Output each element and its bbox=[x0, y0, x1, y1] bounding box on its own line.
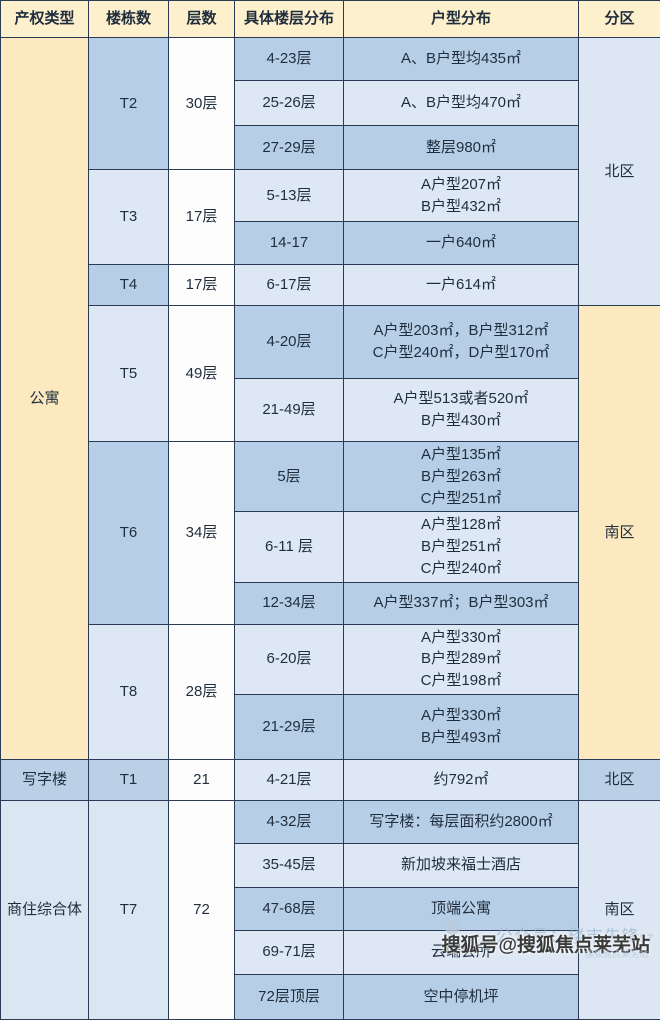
cell-unit-distribution: 一户640㎡ bbox=[344, 222, 579, 265]
cell-unit-distribution: 一户614㎡ bbox=[344, 265, 579, 306]
header-zone: 分区 bbox=[579, 1, 660, 38]
cell-unit-distribution: A户型207㎡ B户型432㎡ bbox=[344, 170, 579, 222]
cell-floors-t1: 21 bbox=[169, 759, 235, 800]
cell-property-type-office: 写字楼 bbox=[1, 759, 89, 800]
cell-floors-t3: 17层 bbox=[169, 170, 235, 265]
cell-property-type-mixed-use: 商住综合体 bbox=[1, 800, 89, 1019]
cell-floor-range: 12-34层 bbox=[235, 582, 344, 624]
cell-unit-distribution: A、B户型均470㎡ bbox=[344, 81, 579, 126]
cell-unit-distribution: A户型135㎡ B户型263㎡ C户型251㎡ bbox=[344, 442, 579, 512]
cell-floor-range: 4-20层 bbox=[235, 306, 344, 379]
header-unit-distribution: 户型分布 bbox=[344, 1, 579, 38]
cell-tower-t8: T8 bbox=[89, 624, 169, 759]
header-floor-count: 层数 bbox=[169, 1, 235, 38]
cell-property-type-apartment: 公寓 bbox=[1, 38, 89, 760]
cell-floor-range: 69-71层 bbox=[235, 930, 344, 974]
cell-floor-range: 14-17 bbox=[235, 222, 344, 265]
cell-floors-t6: 34层 bbox=[169, 442, 235, 625]
cell-floors-t7: 72 bbox=[169, 800, 235, 1019]
cell-floor-range: 6-17层 bbox=[235, 265, 344, 306]
cell-floor-range: 5-13层 bbox=[235, 170, 344, 222]
cell-unit-distribution: 整层980㎡ bbox=[344, 126, 579, 170]
table-row: 公寓 T2 30层 4-23层 A、B户型均435㎡ 北区 bbox=[1, 38, 660, 81]
cell-unit-distribution: A户型337㎡；B户型303㎡ bbox=[344, 582, 579, 624]
cell-floors-t4: 17层 bbox=[169, 265, 235, 306]
cell-tower-t2: T2 bbox=[89, 38, 169, 170]
cell-zone-south-mixed: 南区 bbox=[579, 800, 660, 1019]
cell-zone-north: 北区 bbox=[579, 38, 660, 306]
cell-tower-t7: T7 bbox=[89, 800, 169, 1019]
cell-tower-t5: T5 bbox=[89, 306, 169, 442]
header-property-type: 产权类型 bbox=[1, 1, 89, 38]
cell-floor-range: 72层顶层 bbox=[235, 974, 344, 1019]
cell-unit-distribution: A户型330㎡ B户型493㎡ bbox=[344, 694, 579, 759]
cell-unit-distribution: 新加坡来福士酒店 bbox=[344, 843, 579, 887]
cell-floor-range: 4-21层 bbox=[235, 759, 344, 800]
cell-tower-t6: T6 bbox=[89, 442, 169, 625]
cell-unit-distribution: A、B户型均435㎡ bbox=[344, 38, 579, 81]
cell-unit-distribution: A户型128㎡ B户型251㎡ C户型240㎡ bbox=[344, 512, 579, 582]
cell-tower-t4: T4 bbox=[89, 265, 169, 306]
cell-unit-distribution: A户型513或者520㎡ B户型430㎡ bbox=[344, 379, 579, 442]
table-row: 写字楼 T1 21 4-21层 约792㎡ 北区 bbox=[1, 759, 660, 800]
table-row: T6 34层 5层 A户型135㎡ B户型263㎡ C户型251㎡ bbox=[1, 442, 660, 512]
cell-unit-distribution: A户型203㎡，B户型312㎡ C户型240㎡，D户型170㎡ bbox=[344, 306, 579, 379]
table-row: T8 28层 6-20层 A户型330㎡ B户型289㎡ C户型198㎡ bbox=[1, 624, 660, 694]
table-row: 商住综合体 T7 72 4-32层 写字楼：每层面积约2800㎡ 南区 bbox=[1, 800, 660, 843]
cell-tower-t1: T1 bbox=[89, 759, 169, 800]
cell-floor-range: 6-11 层 bbox=[235, 512, 344, 582]
table-header-row: 产权类型 楼栋数 层数 具体楼层分布 户型分布 分区 bbox=[1, 1, 660, 38]
cell-tower-t3: T3 bbox=[89, 170, 169, 265]
cell-floor-range: 35-45层 bbox=[235, 843, 344, 887]
cell-floor-range: 21-29层 bbox=[235, 694, 344, 759]
table-row: T4 17层 6-17层 一户614㎡ bbox=[1, 265, 660, 306]
cell-unit-distribution: 顶端公寓 bbox=[344, 887, 579, 930]
cell-floors-t2: 30层 bbox=[169, 38, 235, 170]
cell-floors-t8: 28层 bbox=[169, 624, 235, 759]
cell-floor-range: 27-29层 bbox=[235, 126, 344, 170]
header-floor-distribution: 具体楼层分布 bbox=[235, 1, 344, 38]
table-row: T3 17层 5-13层 A户型207㎡ B户型432㎡ bbox=[1, 170, 660, 222]
cell-unit-distribution: A户型330㎡ B户型289㎡ C户型198㎡ bbox=[344, 624, 579, 694]
cell-unit-distribution: 写字楼：每层面积约2800㎡ bbox=[344, 800, 579, 843]
cell-floor-range: 21-49层 bbox=[235, 379, 344, 442]
cell-zone-north-office: 北区 bbox=[579, 759, 660, 800]
cell-unit-distribution: 空中停机坪 bbox=[344, 974, 579, 1019]
cell-floor-range: 4-23层 bbox=[235, 38, 344, 81]
cell-floor-range: 25-26层 bbox=[235, 81, 344, 126]
cell-floor-range: 6-20层 bbox=[235, 624, 344, 694]
cell-floor-range: 5层 bbox=[235, 442, 344, 512]
cell-floor-range: 47-68层 bbox=[235, 887, 344, 930]
header-building-count: 楼栋数 bbox=[89, 1, 169, 38]
cell-floors-t5: 49层 bbox=[169, 306, 235, 442]
watermark-logo-icon bbox=[445, 920, 460, 935]
cell-floor-range: 4-32层 bbox=[235, 800, 344, 843]
table-screenshot: 产权类型 楼栋数 层数 具体楼层分布 户型分布 分区 公寓 T2 30层 4-2… bbox=[0, 0, 660, 959]
cell-unit-distribution: 云端会所 bbox=[344, 930, 579, 974]
table-row: T5 49层 4-20层 A户型203㎡，B户型312㎡ C户型240㎡，D户型… bbox=[1, 306, 660, 379]
cell-zone-south: 南区 bbox=[579, 306, 660, 760]
cell-unit-distribution: 约792㎡ bbox=[344, 759, 579, 800]
